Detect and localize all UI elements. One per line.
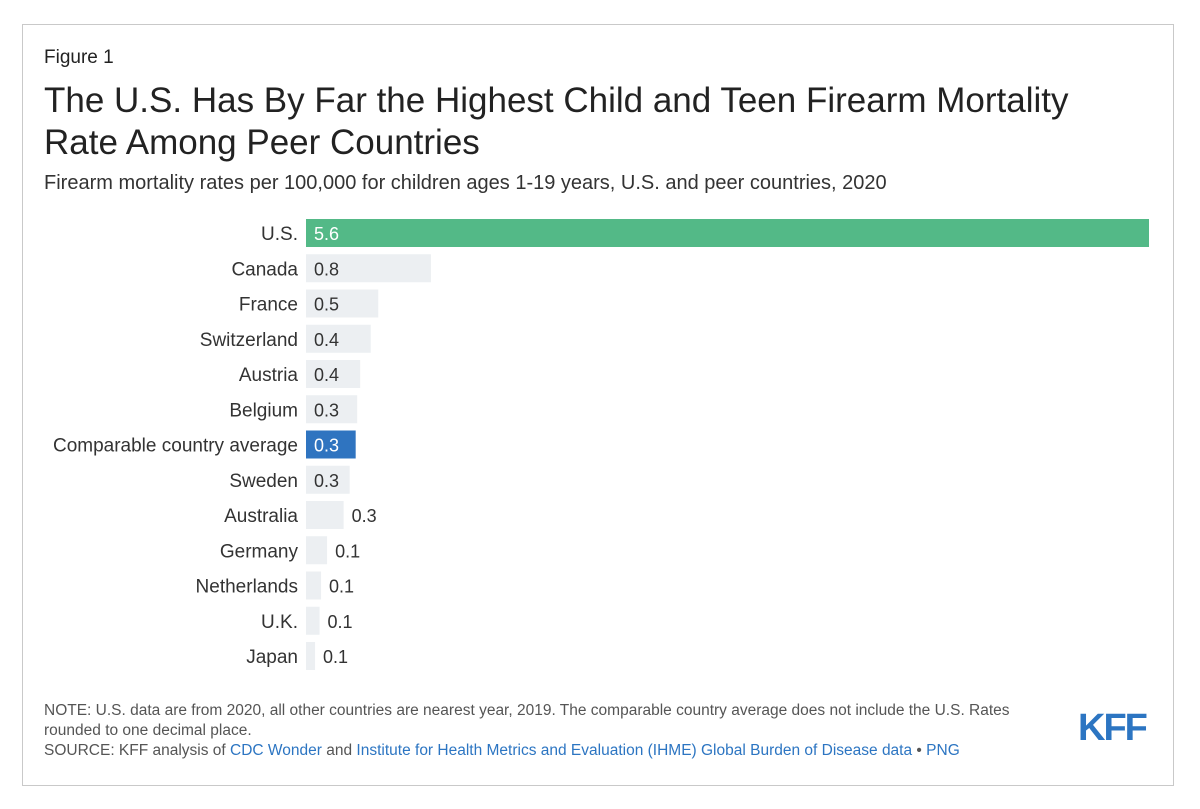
value-label-u-k: 0.1 bbox=[328, 612, 353, 632]
category-label-japan: Japan bbox=[246, 647, 298, 668]
value-label-germany: 0.1 bbox=[335, 541, 360, 561]
bar-u-k[interactable] bbox=[306, 606, 320, 635]
kff-logo-text: KFF bbox=[1078, 708, 1147, 744]
bar-comparable-country-average[interactable] bbox=[306, 430, 356, 459]
value-label-canada: 0.8 bbox=[314, 259, 339, 279]
bar-u-s[interactable] bbox=[306, 219, 1149, 247]
bar-switzerland[interactable] bbox=[306, 324, 371, 353]
value-label-austria: 0.4 bbox=[314, 365, 339, 385]
category-label-austria: Austria bbox=[239, 365, 299, 386]
bar-belgium[interactable] bbox=[306, 395, 358, 424]
bar-australia[interactable] bbox=[306, 501, 344, 529]
value-label-switzerland: 0.4 bbox=[314, 330, 339, 350]
chart-note: NOTE: U.S. data are from 2020, all other… bbox=[44, 702, 1010, 739]
chart-subtitle: Firearm mortality rates per 100,000 for … bbox=[44, 172, 887, 194]
value-label-u-s: 5.6 bbox=[314, 224, 339, 244]
value-label-netherlands: 0.1 bbox=[329, 577, 354, 597]
bar-france[interactable] bbox=[306, 289, 379, 318]
bar-germany[interactable] bbox=[306, 536, 328, 565]
value-label-sweden: 0.3 bbox=[314, 471, 339, 491]
chart-title: The U.S. Has By Far the Highest Child an… bbox=[44, 81, 1069, 162]
bar-austria[interactable] bbox=[306, 360, 361, 388]
source-link-png[interactable]: PNG bbox=[926, 742, 960, 759]
category-label-comparable-country-average: Comparable country average bbox=[53, 436, 298, 457]
chart-source: SOURCE: KFF analysis of CDC Wonder and I… bbox=[44, 741, 960, 761]
source-prefix: SOURCE: KFF analysis of bbox=[44, 742, 231, 759]
bar-sweden[interactable] bbox=[306, 465, 350, 494]
figure-label: Figure 1 bbox=[44, 47, 114, 68]
value-label-france: 0.5 bbox=[314, 295, 339, 315]
category-label-switzerland: Switzerland bbox=[200, 330, 298, 351]
source-link-ihme[interactable]: Institute for Health Metrics and Evaluat… bbox=[356, 742, 913, 759]
category-label-belgium: Belgium bbox=[229, 400, 298, 421]
bar-canada[interactable] bbox=[306, 254, 431, 283]
value-label-australia: 0.3 bbox=[352, 506, 377, 526]
value-label-comparable-country-average: 0.3 bbox=[314, 436, 339, 456]
bar-netherlands[interactable] bbox=[306, 571, 322, 600]
category-label-canada: Canada bbox=[231, 259, 298, 280]
value-label-belgium: 0.3 bbox=[314, 400, 339, 420]
value-label-japan: 0.1 bbox=[323, 647, 348, 667]
category-label-u-k: U.K. bbox=[261, 612, 298, 633]
source-link-cdc-wonder[interactable]: CDC Wonder bbox=[230, 742, 322, 759]
kff-logo: KFF bbox=[1078, 708, 1149, 744]
category-label-france: France bbox=[239, 295, 298, 316]
source-separator: • bbox=[912, 742, 927, 759]
category-label-germany: Germany bbox=[220, 541, 299, 562]
category-label-australia: Australia bbox=[224, 506, 298, 527]
figure-frame bbox=[22, 24, 1174, 786]
category-label-sweden: Sweden bbox=[229, 471, 298, 492]
category-label-u-s: U.S. bbox=[261, 224, 298, 245]
source-middle: and bbox=[321, 742, 357, 759]
bar-japan[interactable] bbox=[306, 642, 316, 670]
category-label-netherlands: Netherlands bbox=[196, 577, 298, 598]
